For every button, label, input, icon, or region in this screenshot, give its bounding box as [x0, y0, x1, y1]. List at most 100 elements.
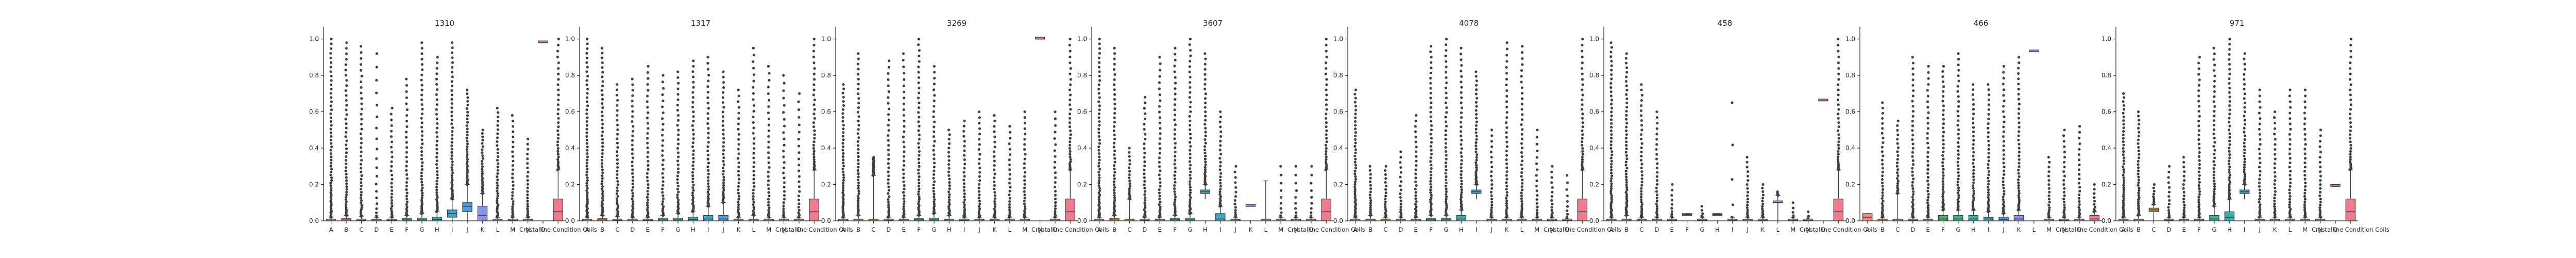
outlier-point	[1353, 197, 1357, 200]
outlier-point	[918, 204, 921, 207]
outlier-point	[2243, 52, 2246, 55]
outlier-point	[1204, 97, 1207, 100]
outlier-point	[722, 80, 725, 84]
outlier-point	[2048, 206, 2051, 209]
outlier-point	[1957, 100, 1960, 103]
outlier-point	[466, 121, 469, 124]
outlier-point	[706, 62, 709, 65]
outlier-point	[2078, 148, 2081, 151]
outlier-point	[662, 123, 665, 126]
outlier-point	[676, 70, 680, 73]
outlier-point	[1399, 199, 1402, 202]
outlier-point	[2228, 179, 2231, 182]
outlier-point	[1204, 101, 1207, 105]
outlier-point	[344, 74, 348, 77]
outlier-point	[2152, 192, 2155, 196]
outlier-point	[812, 162, 816, 166]
outlier-point	[841, 116, 844, 119]
outlier-point	[1581, 150, 1584, 153]
outlier-point	[586, 187, 589, 190]
outlier-point	[1625, 178, 1628, 181]
outlier-point	[1445, 181, 1448, 185]
outlier-point	[1429, 198, 1432, 202]
outlier-point	[2228, 139, 2231, 142]
outlier-point	[1204, 106, 1207, 109]
outlier-point	[2228, 95, 2231, 99]
outlier-point	[1670, 203, 1674, 206]
outlier-point	[1837, 55, 1840, 59]
outlier-point	[2122, 156, 2126, 159]
outlier-point	[1414, 187, 1417, 190]
outlier-point	[1174, 193, 1177, 196]
outlier-point	[345, 163, 348, 166]
outlier-point	[1188, 124, 1192, 127]
outlier-point	[631, 94, 634, 97]
outlier-point	[841, 142, 844, 145]
outlier-point	[586, 155, 589, 158]
outlier-point	[2197, 129, 2201, 132]
outlier-point	[2228, 150, 2231, 153]
outlier-point	[798, 151, 801, 154]
outlier-point	[2213, 141, 2216, 144]
outlier-point	[752, 53, 756, 57]
outlier-point	[2259, 138, 2262, 141]
outlier-point	[631, 148, 634, 151]
outlier-point	[631, 160, 634, 164]
outlier-point	[631, 120, 634, 123]
outlier-point	[526, 197, 529, 200]
outlier-point	[1957, 69, 1960, 72]
outlier-point	[511, 176, 514, 180]
outlier-point	[1354, 108, 1358, 111]
outlier-point	[2303, 195, 2306, 198]
outlier-point	[1445, 38, 1448, 41]
outlier-point	[978, 194, 981, 197]
outlier-point	[1279, 202, 1282, 205]
outlier-point	[660, 203, 664, 206]
outlier-point	[2289, 127, 2292, 131]
outlier-point	[647, 168, 650, 171]
outlier-point	[707, 153, 710, 157]
outlier-point	[389, 169, 393, 172]
outlier-point	[1097, 155, 1101, 158]
outlier-point	[2227, 121, 2231, 124]
outlier-point	[737, 195, 740, 198]
outlier-point	[2002, 200, 2005, 203]
outlier-point	[2197, 138, 2200, 141]
category-label: L	[1776, 226, 1780, 233]
category-label: F	[661, 226, 665, 233]
outlier-point	[2137, 200, 2140, 203]
outlier-point	[466, 96, 469, 99]
category-label: H	[2227, 226, 2232, 233]
outlier-point	[1068, 162, 1071, 166]
outlier-point	[1580, 50, 1584, 53]
outlier-point	[526, 137, 530, 141]
outlier-point	[1459, 130, 1463, 133]
outlier-point	[2303, 166, 2307, 169]
outlier-point	[646, 204, 649, 207]
outlier-point	[1972, 147, 1975, 150]
outlier-point	[1655, 138, 1658, 141]
outlier-point	[691, 198, 694, 201]
outlier-point	[752, 165, 755, 168]
outlier-point	[1460, 183, 1463, 186]
outlier-point	[1972, 154, 1975, 158]
outlier-point	[947, 138, 951, 141]
outlier-point	[1581, 137, 1584, 140]
outlier-point	[1610, 159, 1613, 163]
outlier-point	[1550, 176, 1553, 179]
panel-title: 3607	[1203, 19, 1223, 28]
outlier-point	[707, 107, 710, 110]
outlier-point	[737, 188, 740, 191]
outlier-point	[977, 197, 980, 200]
outlier-point	[917, 71, 920, 74]
category-label: B	[856, 226, 860, 233]
outlier-point	[1656, 171, 1659, 174]
outlier-point	[1189, 200, 1192, 204]
outlier-point	[842, 127, 845, 131]
outlier-point	[557, 117, 560, 120]
outlier-point	[646, 132, 649, 135]
outlier-point	[1655, 190, 1658, 193]
outlier-point	[601, 155, 604, 158]
outlier-point	[1700, 215, 1703, 218]
outlier-point	[435, 185, 438, 189]
